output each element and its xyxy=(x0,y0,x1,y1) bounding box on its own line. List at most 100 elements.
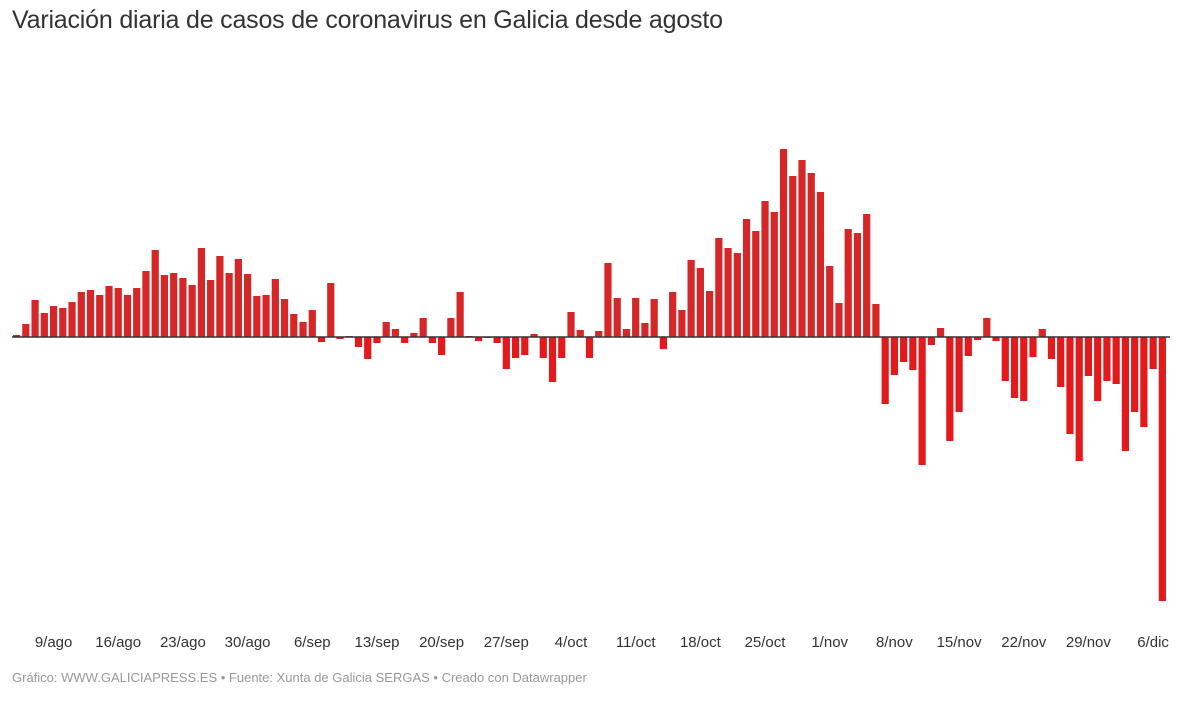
bar xyxy=(900,337,908,362)
bar xyxy=(447,318,455,337)
bar xyxy=(706,291,714,337)
bar xyxy=(946,337,954,441)
bar xyxy=(872,304,880,337)
bar xyxy=(77,292,85,337)
bar xyxy=(1158,337,1166,601)
bar xyxy=(835,303,843,337)
bar xyxy=(687,260,695,337)
bar xyxy=(382,322,390,337)
bar xyxy=(225,273,233,337)
bar xyxy=(955,337,963,412)
bar xyxy=(170,273,178,337)
bar xyxy=(1020,337,1028,401)
bar xyxy=(1112,337,1120,384)
bar xyxy=(798,160,806,337)
bar xyxy=(410,333,418,337)
bar xyxy=(151,250,159,337)
bar xyxy=(558,337,566,358)
bar xyxy=(299,322,307,337)
bar xyxy=(438,337,446,355)
x-tick-label: 30/ago xyxy=(224,634,271,651)
bar xyxy=(207,280,215,337)
bar xyxy=(391,329,400,337)
bar xyxy=(262,295,270,337)
bar xyxy=(336,337,344,339)
bar xyxy=(752,231,760,337)
bar xyxy=(659,337,668,349)
bar xyxy=(511,337,520,358)
x-tick-label: 9/ago xyxy=(34,634,73,651)
bar xyxy=(133,288,141,337)
bar xyxy=(1010,337,1019,398)
bar xyxy=(770,212,778,337)
x-tick-label: 6/sep xyxy=(293,634,331,651)
bar xyxy=(502,337,510,369)
bar xyxy=(853,233,862,337)
bar xyxy=(807,173,815,337)
bar xyxy=(576,330,584,337)
bar xyxy=(308,310,316,337)
bar xyxy=(816,192,825,337)
bar xyxy=(1094,337,1102,401)
bar xyxy=(364,337,372,359)
bar xyxy=(49,306,58,337)
bar xyxy=(992,337,1000,341)
bar xyxy=(678,310,686,337)
bar xyxy=(1131,337,1139,412)
bar xyxy=(13,335,21,337)
bar xyxy=(419,318,427,337)
bar xyxy=(779,149,788,337)
bar xyxy=(1029,337,1037,357)
bar xyxy=(142,271,150,337)
bar xyxy=(742,219,751,337)
x-tick-label: 11/oct xyxy=(615,634,656,651)
bar xyxy=(937,328,945,337)
bar xyxy=(927,337,935,345)
x-tick-label: 22/nov xyxy=(1001,634,1047,651)
bar xyxy=(197,248,206,337)
bar xyxy=(160,275,169,337)
bar xyxy=(1047,337,1056,359)
bar xyxy=(1066,337,1074,434)
bar xyxy=(826,266,834,337)
x-tick-label: 20/sep xyxy=(419,634,465,651)
x-tick-label: 16/ago xyxy=(95,634,142,651)
bar xyxy=(521,337,529,355)
bar xyxy=(604,263,612,337)
bar xyxy=(234,259,242,337)
x-tick-label: 29/nov xyxy=(1065,634,1111,651)
bar xyxy=(964,337,972,356)
bar xyxy=(632,298,640,337)
bar xyxy=(715,238,723,337)
bar xyxy=(1121,337,1130,451)
bar xyxy=(761,201,769,337)
x-tick-label: 6/dic xyxy=(1137,634,1169,651)
bar xyxy=(595,331,603,337)
bar xyxy=(1149,337,1157,369)
x-tick-label: 15/nov xyxy=(936,634,982,651)
bar xyxy=(280,299,289,337)
bar xyxy=(244,274,252,337)
bar xyxy=(59,308,67,337)
bar xyxy=(918,337,926,465)
x-tick-label: 27/sep xyxy=(483,634,529,651)
bar xyxy=(909,337,917,370)
bar xyxy=(22,324,30,337)
bar xyxy=(567,312,575,337)
x-tick-label: 1/nov xyxy=(811,634,849,651)
bar xyxy=(1038,329,1046,337)
bar xyxy=(733,253,741,337)
bar xyxy=(373,337,381,343)
bar xyxy=(401,337,409,343)
bar xyxy=(68,302,76,337)
bar xyxy=(493,337,501,343)
bar xyxy=(983,318,991,337)
bar xyxy=(863,214,871,337)
bar xyxy=(530,334,538,337)
bar xyxy=(1057,337,1065,387)
bar xyxy=(844,229,852,337)
x-tick-label: 4/oct xyxy=(554,634,588,651)
x-tick-label: 13/sep xyxy=(354,634,400,651)
bar xyxy=(179,278,187,337)
